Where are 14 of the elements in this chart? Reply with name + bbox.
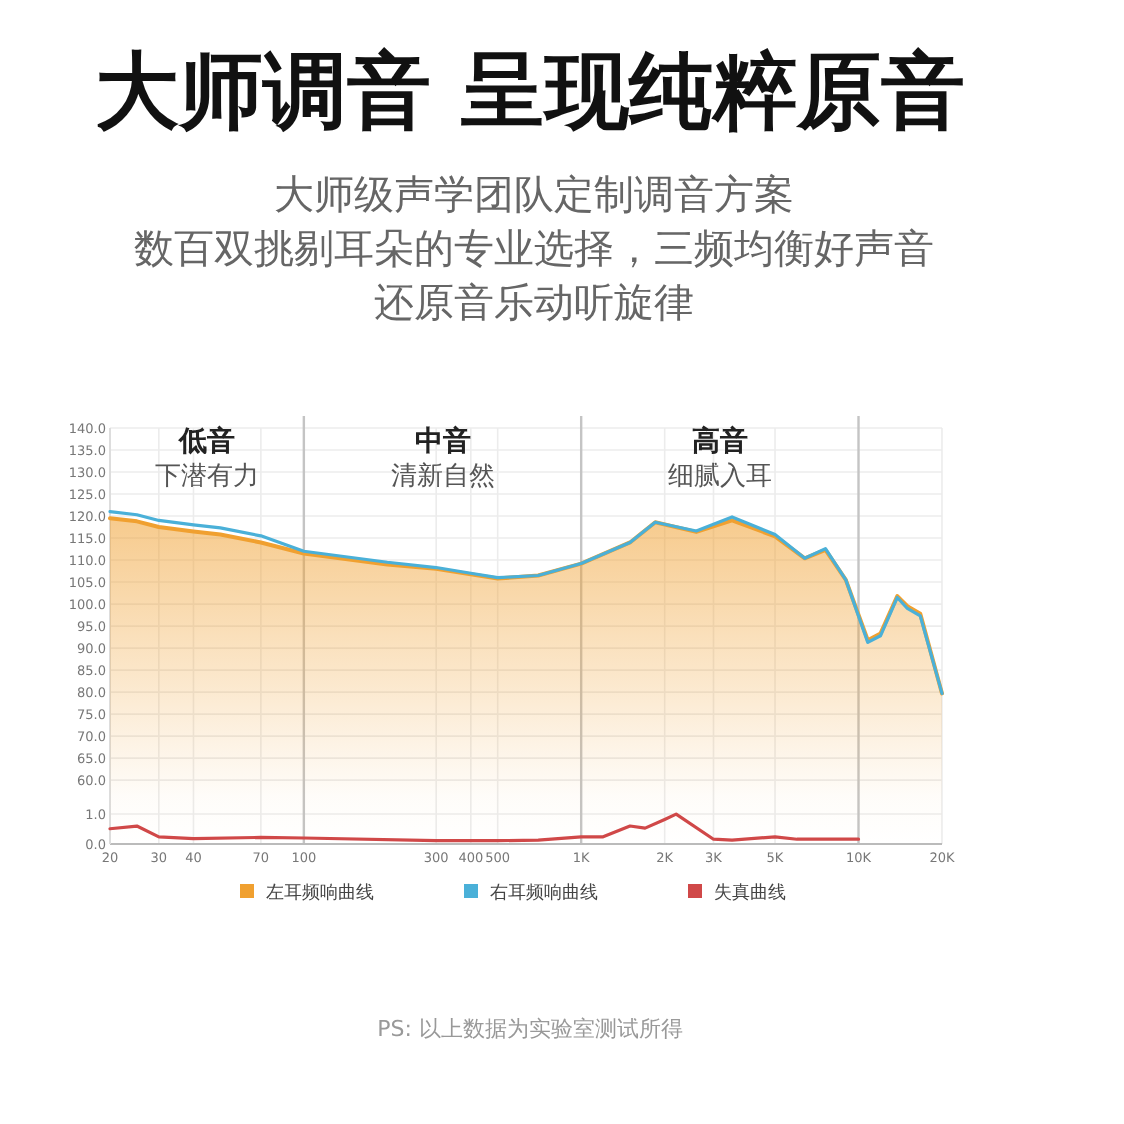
annotation: 中音 bbox=[414, 424, 471, 458]
annotation: 清新自然 bbox=[390, 462, 495, 492]
text: 数百双挑剔耳朵的专业选择，三频均衡好声音 bbox=[134, 224, 934, 272]
chart-title: 大师调音 呈现纯粹原音 bbox=[95, 42, 965, 140]
chart-subtitle: 大师级声学团队定制调音方案 bbox=[274, 170, 794, 218]
text: 还原音乐动听旋律 bbox=[374, 278, 694, 326]
legend-label: 右耳频响曲线 bbox=[490, 882, 598, 904]
annotation: 高音 bbox=[691, 424, 748, 458]
text: PS: 以上数据为实验室测试所得 bbox=[377, 1016, 683, 1042]
annotation: 下潜有力 bbox=[154, 462, 259, 492]
annotation: 低音 bbox=[176, 424, 235, 458]
legend-label: 失真曲线 bbox=[714, 882, 786, 904]
annotation: 细腻入耳 bbox=[667, 462, 772, 492]
legend-label: 左耳频响曲线 bbox=[266, 882, 374, 904]
